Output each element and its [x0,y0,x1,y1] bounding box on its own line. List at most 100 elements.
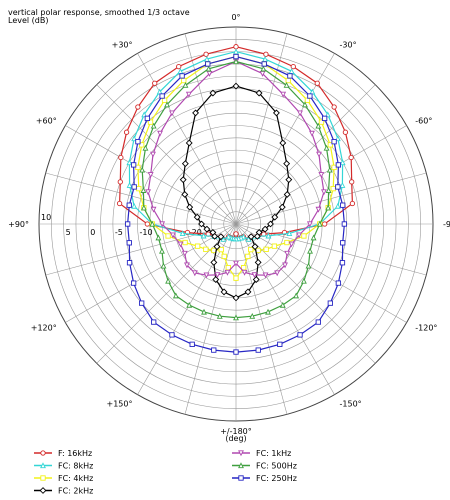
data-point [331,139,337,145]
radial-tick-label: 10 [41,213,51,222]
radial-tick-label: 0 [90,228,95,237]
data-point [302,101,308,108]
data-point [265,308,271,315]
data-point [241,269,248,276]
legend-item: FC: 1kHz [232,449,291,458]
data-point [248,246,254,253]
data-point [255,347,261,353]
data-point [286,230,293,237]
angle-tick-label: +150° [107,399,133,408]
data-point [181,250,188,257]
data-point [254,258,262,266]
data-point [262,55,269,62]
data-point [126,202,132,208]
data-point [282,262,288,269]
data-point [288,241,295,248]
data-point [40,462,46,469]
data-point [233,44,239,50]
data-point [284,239,290,246]
data-point [40,450,46,456]
data-point [135,104,141,110]
legend-item: F: 16kHz [34,449,92,458]
data-point [170,232,176,239]
data-point [203,272,210,279]
data-point [304,97,311,103]
data-point [260,65,267,72]
data-point [141,111,148,118]
data-point [233,260,239,267]
data-point [310,234,317,241]
data-point [181,77,187,84]
series-fc-250hz [124,53,347,355]
data-point [214,272,221,279]
data-point [184,262,190,269]
data-point [290,63,296,70]
data-point [307,247,313,254]
data-point [263,51,269,57]
data-point [221,253,227,260]
angle-tick-label: -150° [340,399,362,408]
data-point [253,232,261,240]
angle-tick-label: 0° [231,13,240,22]
data-point [40,475,46,481]
data-point [130,162,137,168]
data-point [126,240,132,246]
legend-label: FC: 250Hz [256,474,297,483]
data-point [271,213,279,221]
legend-label: F: 16kHz [58,449,92,458]
data-point [334,202,341,209]
data-point [169,110,175,117]
data-point [217,233,225,241]
data-point [233,53,239,60]
angle-tick-label: -90° [443,220,450,229]
data-point [259,70,266,77]
data-point [159,221,166,228]
data-point [147,172,154,178]
data-point [330,185,336,192]
data-point [189,341,195,347]
series-fc-1khz [145,58,327,279]
data-point [172,292,179,299]
angle-tick-label: -60° [415,117,432,126]
data-point [297,332,303,338]
data-point [161,97,168,103]
data-point [232,82,240,90]
radial-tick-label: -10 [140,228,153,237]
data-point [327,142,333,148]
data-point [283,81,290,88]
data-point [251,272,258,279]
data-point [255,89,263,97]
data-point [247,233,255,241]
data-point [251,243,259,251]
data-point [315,319,321,325]
legend-item: FC: 250Hz [232,474,297,483]
data-point [144,115,151,122]
data-point [342,129,349,135]
legend: F: 16kHz FC: 8kHz FC: 4kHz FC: 2kHz FC: 1kHz… [34,449,297,496]
data-point [213,243,221,251]
data-point [340,240,346,246]
data-point [318,119,325,125]
data-point [334,135,341,142]
data-point [150,122,157,129]
data-point [131,202,138,209]
data-point [321,189,327,196]
data-point [284,250,291,257]
data-point [177,68,184,74]
data-point [297,110,303,117]
data-point [233,48,239,55]
data-point [39,487,47,494]
data-point [341,221,347,227]
data-point [198,220,205,228]
grid-spoke [96,84,237,225]
data-point [325,187,332,193]
data-point [124,221,131,227]
data-point [182,239,188,246]
data-point [150,151,156,158]
data-point [185,139,193,147]
data-point [318,172,325,178]
data-point [201,308,207,315]
data-point [192,109,200,117]
data-point [209,89,217,97]
